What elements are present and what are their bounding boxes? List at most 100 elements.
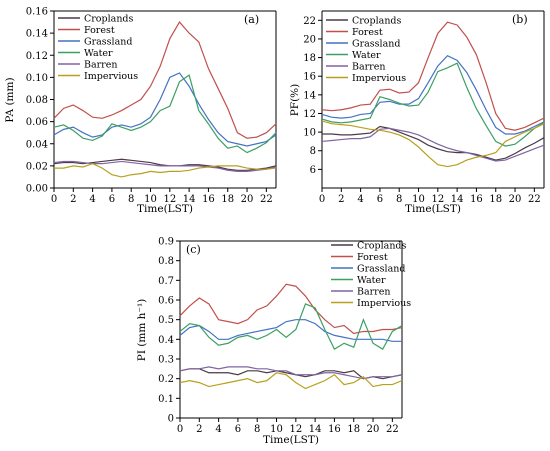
panel-a-ytick-label: 0.00 (26, 184, 48, 195)
panel-a-xtick-label: 14 (183, 194, 196, 205)
panel-c-ytick-label: 0.6 (158, 296, 174, 307)
panel-a-tag: (a) (244, 13, 259, 26)
panel-b-legend: CroplandsForestGrasslandWaterBarrenImper… (326, 16, 406, 84)
panel-a-xlabel: Time(LST) (137, 203, 193, 215)
legend-label-impervious: Impervious (352, 73, 406, 84)
panel-b-xtick-label: 16 (470, 194, 483, 205)
panel-c-ytick-label: 0 (168, 414, 174, 425)
panel-c-ytick-label: 0.4 (158, 335, 174, 346)
legend-label-impervious: Impervious (84, 71, 138, 82)
panel-b-xlabel: Time(LST) (405, 203, 461, 215)
panel-b-lines (321, 21, 545, 168)
legend-label-barren: Barren (357, 287, 390, 298)
panel-c-xtick-label: 8 (254, 424, 260, 435)
panel-c-ticks: 0 2 4 6 8 10 12 14 16 18 20 22 0 0.1 0.2 0.3 0.4 0.5 0.6 0.… (158, 237, 399, 436)
panel-a-ytick-label: 0.02 (26, 161, 48, 172)
legend-label-forest: Forest (357, 252, 388, 263)
panel-c-xtick-label: 18 (347, 424, 360, 435)
panel-c-xtick-label: 12 (289, 424, 302, 435)
panel-c-series-grassland (179, 319, 402, 342)
panel-a: (a) Time(LST) PA (mm) 0 2 4 6 8 10 12 14 16 18 20 2… (4, 7, 277, 215)
legend-label-forest: Forest (352, 27, 383, 38)
panel-c-legend: CroplandsForestGrasslandWaterBarrenImper… (331, 241, 411, 309)
legend-label-grassland: Grassland (84, 37, 132, 48)
panel-a-xtick-label: 0 (51, 194, 57, 205)
panel-b-xtick-label: 12 (431, 194, 444, 205)
panel-c-xtick-label: 4 (215, 424, 221, 435)
panel-b-xtick-label: 14 (451, 194, 464, 205)
panel-a-ytick-label: 0.12 (26, 51, 48, 62)
panel-a-xtick-label: 22 (260, 194, 273, 205)
panel-a-ytick-label: 0.14 (26, 29, 48, 40)
panel-c-ytick-label: 0.9 (158, 237, 174, 248)
panel-c-xtick-label: 0 (177, 424, 183, 435)
panel-b-ytick-label: 14 (303, 90, 316, 101)
panel-a-xtick-label: 2 (70, 194, 76, 205)
panel-b-series-barren (321, 127, 545, 162)
panel-a-xtick-label: 16 (202, 194, 215, 205)
panel-a-series-croplands (53, 158, 277, 171)
panel-c-ytick-label: 0.5 (158, 315, 174, 326)
panel-c: (c) Time(LST) PI (mm h⁻¹) 0 2 4 6 8 10 12 14 16 1… (136, 237, 411, 447)
panel-c-xtick-label: 22 (386, 424, 399, 435)
panel-a-xtick-label: 4 (89, 194, 95, 205)
panel-c-series-impervious (179, 372, 403, 390)
legend-label-forest: Forest (84, 25, 115, 36)
panel-c-xlabel: Time(LST) (263, 434, 319, 446)
legend-label-barren: Barren (84, 60, 117, 71)
panel-a-ytick-label: 0.08 (26, 95, 48, 106)
panel-c-ytick-label: 0.8 (158, 256, 174, 267)
panel-a-ytick-label: 0.10 (26, 73, 48, 84)
legend-label-croplands: Croplands (84, 14, 134, 25)
panel-b-xtick-label: 18 (489, 194, 502, 205)
panel-c-ytick-label: 0.3 (158, 355, 174, 366)
panel-a-xtick-label: 20 (241, 194, 254, 205)
panel-c-series-water (179, 303, 403, 351)
panel-c-ylabel: PI (mm h⁻¹) (136, 299, 148, 362)
panel-a-ytick-label: 0.06 (26, 117, 48, 128)
panel-c-xtick-label: 20 (367, 424, 380, 435)
panel-a-series-grassland (53, 72, 277, 147)
panel-c-ytick-label: 0.1 (158, 394, 174, 405)
legend-label-barren: Barren (352, 62, 385, 73)
panel-b-xtick-label: 4 (357, 194, 363, 205)
panel-a-series-impervious (54, 163, 277, 178)
legend-label-croplands: Croplands (352, 16, 402, 27)
panel-b-ytick-label: 16 (303, 72, 316, 83)
panel-b-xtick-label: 2 (338, 194, 344, 205)
panel-a-legend: CroplandsForestGrasslandWaterBarrenImper… (58, 14, 138, 82)
legend-label-grassland: Grassland (352, 39, 400, 50)
panel-c-xtick-label: 16 (328, 424, 341, 435)
panel-c-xtick-label: 6 (235, 424, 241, 435)
panel-c-ytick-label: 0.2 (158, 374, 174, 385)
panel-c-xtick-label: 10 (270, 424, 283, 435)
legend-label-grassland: Grassland (357, 264, 405, 275)
legend-label-croplands: Croplands (357, 241, 407, 252)
panel-a-lines (53, 21, 277, 178)
panel-b-ytick-label: 8 (310, 146, 316, 157)
panel-b-xtick-label: 8 (396, 194, 402, 205)
panel-b: (b) Time(LST) PF(%) 0 2 4 6 8 10 12 14 16 18 20 22 6… (289, 10, 545, 215)
panel-c-lines (179, 283, 403, 390)
panel-a-series-barren (53, 160, 277, 173)
panel-a-xtick-label: 8 (128, 194, 134, 205)
panel-c-xtick-label: 14 (309, 424, 322, 435)
legend-label-water: Water (352, 50, 381, 61)
panel-a-ticks: 0 2 4 6 8 10 12 14 16 18 20 22 0.00 0.02 0.04 0.06 0.08 0… (26, 7, 273, 206)
panel-a-ytick-label: 0.04 (26, 139, 48, 150)
panel-c-tag: (c) (186, 243, 201, 256)
panel-b-xtick-label: 10 (412, 194, 425, 205)
panel-b-series-forest (321, 21, 545, 131)
panel-a-xtick-label: 10 (144, 194, 157, 205)
panel-c-series-forest (179, 283, 403, 335)
panel-b-series-grassland (321, 54, 545, 135)
panel-b-xtick-label: 22 (528, 194, 541, 205)
legend-label-water: Water (84, 48, 113, 59)
panel-b-ytick-label: 18 (303, 53, 316, 64)
legend-label-water: Water (357, 275, 386, 286)
legend-label-impervious: Impervious (357, 298, 411, 309)
panel-b-ytick-label: 6 (310, 165, 316, 176)
panel-b-series-impervious (321, 120, 545, 168)
panel-a-series-water (53, 74, 277, 154)
